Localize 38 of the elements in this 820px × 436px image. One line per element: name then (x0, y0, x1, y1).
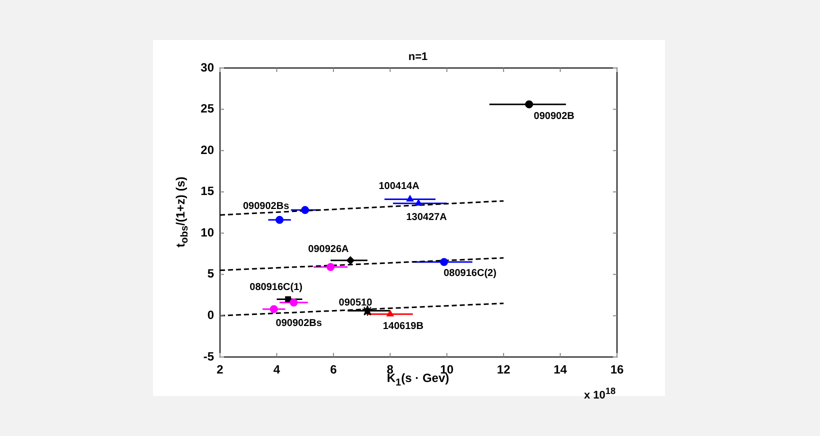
y-tick-label: 25 (200, 102, 214, 116)
point (406, 195, 414, 202)
y-tick-label: 15 (200, 184, 214, 198)
y-tick-label: 10 (200, 225, 214, 240)
y-tick-label: 30 (200, 60, 214, 74)
x-tick-label: 2 (216, 362, 224, 377)
point (440, 258, 448, 266)
point (326, 262, 335, 271)
point (525, 100, 534, 108)
y-tick-label: 0 (207, 308, 214, 322)
annotation: 130427A (406, 212, 447, 224)
annotation: 090926A (308, 244, 349, 256)
chart-title: n=1 (408, 51, 428, 63)
x-tick-label: 12 (496, 362, 511, 377)
y-tick-label: 5 (207, 266, 214, 281)
point (290, 298, 298, 307)
y-tick-label: -5 (203, 349, 214, 364)
x-tick-label: 16 (610, 362, 624, 377)
text: x 10$^{18}$ (584, 386, 616, 402)
point (301, 206, 310, 214)
point (386, 310, 394, 316)
y-tick-label: 20 (200, 142, 214, 157)
point (414, 199, 422, 206)
annotation: 090902Bs (242, 200, 290, 212)
annotation: 140619B (382, 320, 424, 332)
point (285, 296, 292, 302)
point (346, 256, 354, 264)
annotation: 090510 (338, 298, 373, 309)
annotation: 080916C(2) (444, 268, 496, 279)
annotation: 090902B (534, 111, 574, 122)
annotation: 100414A (378, 181, 420, 192)
point (270, 305, 278, 314)
annotation: 080916C(1) (250, 282, 302, 293)
x-tick-label: 14 (554, 362, 568, 377)
point (276, 216, 284, 224)
x-tick-label: 4 (273, 362, 280, 377)
x-tick-label: 6 (330, 362, 338, 377)
annotation: 090902Bs (276, 318, 322, 329)
